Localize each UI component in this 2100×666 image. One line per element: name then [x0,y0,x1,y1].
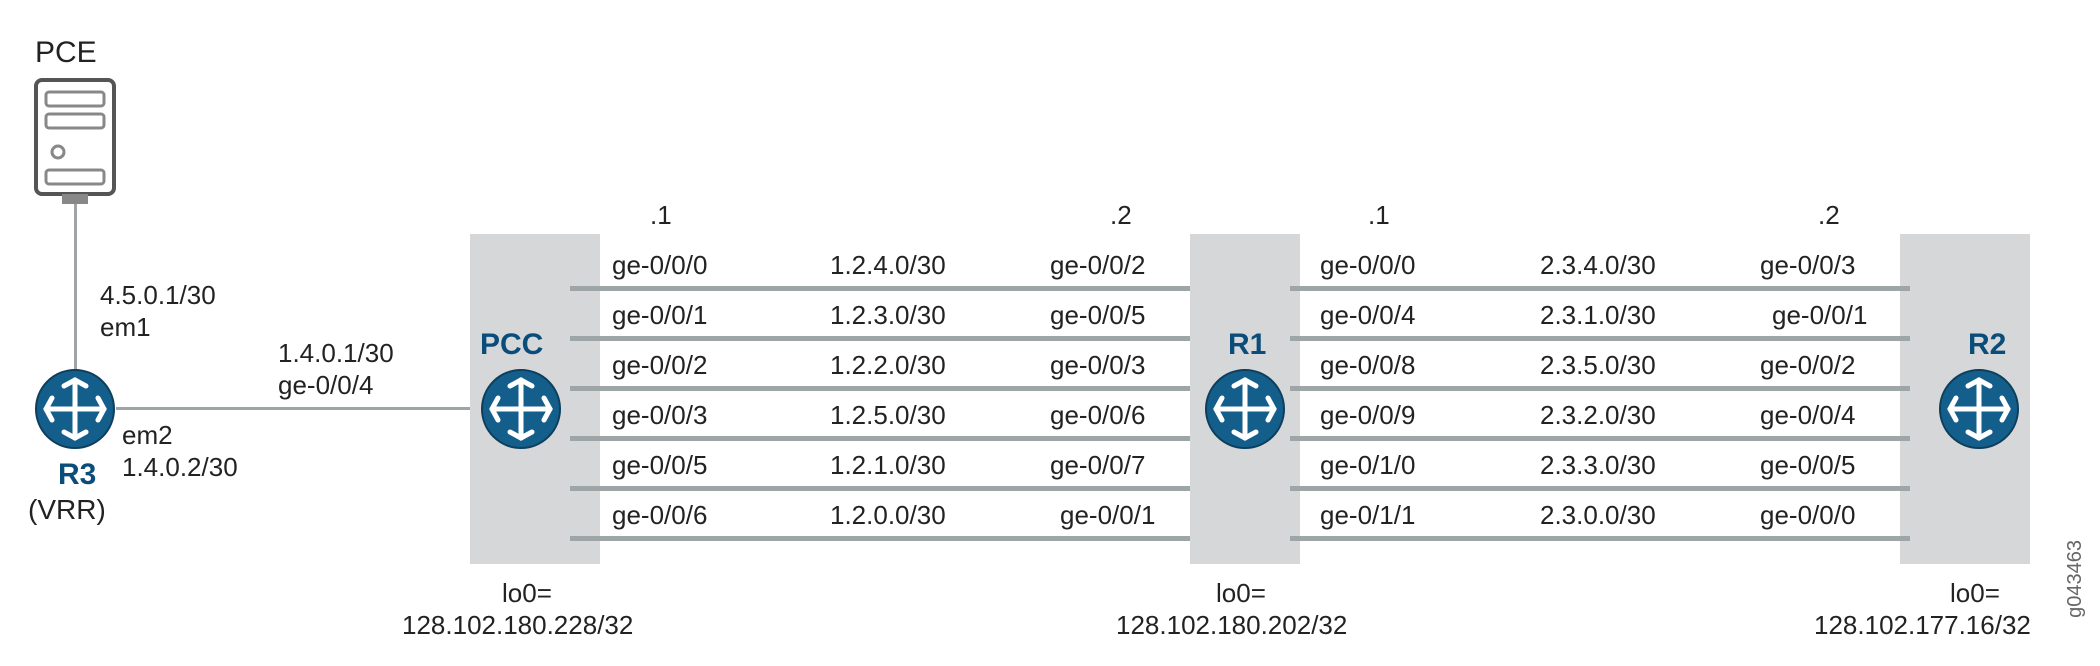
link-right-if: ge-0/0/3 [1760,250,1855,281]
link-r3-pcc [116,407,470,410]
link-subnet: 1.2.3.0/30 [830,300,946,331]
r1-lo0-ip: 128.102.180.202/32 [1116,610,1347,641]
link-left-if: ge-0/0/0 [612,250,707,281]
link-line [1290,336,1910,341]
link-line [570,286,1190,291]
link-line [570,486,1190,491]
link-right-if: ge-0/0/5 [1760,450,1855,481]
link-line [1290,386,1910,391]
pcc-lo0-label: lo0= [502,578,552,609]
r1-lo0-label: lo0= [1216,578,1266,609]
link-left-if: ge-0/0/4 [1320,300,1415,331]
link-right-if: ge-0/0/4 [1760,400,1855,431]
link-subnet: 2.3.0.0/30 [1540,500,1656,531]
link-subnet: 1.2.4.0/30 [830,250,946,281]
r1-router-icon [1204,368,1286,450]
pcc-router-icon [480,368,562,450]
link-left-if: ge-0/0/1 [612,300,707,331]
link-right-if: ge-0/0/5 [1050,300,1145,331]
r2-lo0-ip: 128.102.177.16/32 [1814,610,2031,641]
link-line [1290,436,1910,441]
link-left-if: ge-0/0/0 [1320,250,1415,281]
link-right-if: ge-0/0/2 [1760,350,1855,381]
link-right-if: ge-0/0/1 [1772,300,1867,331]
pcc-top-num: .1 [650,200,672,231]
server-icon [30,74,130,213]
link-line [1290,536,1910,541]
pce-label: PCE [35,36,97,70]
link-line [570,536,1190,541]
link-left-if: ge-0/0/2 [612,350,707,381]
em2-if-label: em2 [122,420,173,451]
link-subnet: 1.2.1.0/30 [830,450,946,481]
r2-top-num: .2 [1818,200,1840,231]
link-line [1290,486,1910,491]
link-subnet: 1.2.5.0/30 [830,400,946,431]
em1-if-label: em1 [100,312,151,343]
link-right-if: ge-0/0/3 [1050,350,1145,381]
link-left-if: ge-0/0/5 [612,450,707,481]
r3-router-icon [34,368,116,450]
link-left-if: ge-0/1/0 [1320,450,1415,481]
pcc-lo0-ip: 128.102.180.228/32 [402,610,633,641]
link-subnet: 2.3.1.0/30 [1540,300,1656,331]
link-subnet: 2.3.5.0/30 [1540,350,1656,381]
link-right-if: ge-0/0/7 [1050,450,1145,481]
link-right-if: ge-0/0/6 [1050,400,1145,431]
pcc-uplink-if: ge-0/0/4 [278,370,373,401]
r1-right-top-num: .1 [1368,200,1390,231]
pcc-label: PCC [480,328,543,362]
link-subnet: 2.3.4.0/30 [1540,250,1656,281]
pcc-uplink-ip: 1.4.0.1/30 [278,338,394,369]
link-subnet: 1.2.0.0/30 [830,500,946,531]
link-line [570,386,1190,391]
figure-id: g043463 [2064,540,2087,618]
link-left-if: ge-0/0/6 [612,500,707,531]
link-subnet: 2.3.3.0/30 [1540,450,1656,481]
link-line [570,336,1190,341]
em2-ip-label: 1.4.0.2/30 [122,452,238,483]
em1-ip-label: 4.5.0.1/30 [100,280,216,311]
r2-lo0-label: lo0= [1950,578,2000,609]
link-line [1290,286,1910,291]
link-left-if: ge-0/0/8 [1320,350,1415,381]
r1-left-top-num: .2 [1110,200,1132,231]
link-left-if: ge-0/1/1 [1320,500,1415,531]
r3-sublabel: (VRR) [28,494,106,526]
link-left-if: ge-0/0/3 [612,400,707,431]
r1-label: R1 [1228,328,1266,362]
link-right-if: ge-0/0/1 [1060,500,1155,531]
link-subnet: 2.3.2.0/30 [1540,400,1656,431]
link-line [570,436,1190,441]
link-right-if: ge-0/0/0 [1760,500,1855,531]
link-right-if: ge-0/0/2 [1050,250,1145,281]
r3-label: R3 [58,458,96,492]
link-subnet: 1.2.2.0/30 [830,350,946,381]
r2-label: R2 [1968,328,2006,362]
r2-router-icon [1938,368,2020,450]
link-left-if: ge-0/0/9 [1320,400,1415,431]
link-pce-r3 [74,204,77,370]
